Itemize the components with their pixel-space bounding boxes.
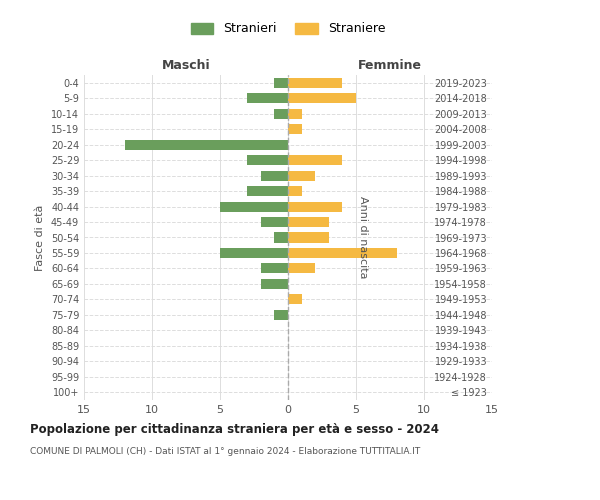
Y-axis label: Fasce di età: Fasce di età <box>35 204 45 270</box>
Text: Maschi: Maschi <box>161 59 211 72</box>
Bar <box>288 186 302 196</box>
Bar <box>288 108 302 118</box>
Bar <box>261 170 288 180</box>
Bar <box>274 108 288 118</box>
Legend: Stranieri, Straniere: Stranieri, Straniere <box>187 18 389 40</box>
Y-axis label: Anni di nascita: Anni di nascita <box>358 196 368 279</box>
Bar <box>288 93 356 103</box>
Bar <box>288 78 343 88</box>
Bar <box>247 93 288 103</box>
Bar <box>288 170 315 180</box>
Text: Femmine: Femmine <box>358 59 422 72</box>
Bar <box>261 279 288 289</box>
Bar <box>125 140 288 149</box>
Bar <box>220 202 288 211</box>
Text: Popolazione per cittadinanza straniera per età e sesso - 2024: Popolazione per cittadinanza straniera p… <box>30 422 439 436</box>
Bar <box>288 294 302 304</box>
Bar <box>220 248 288 258</box>
Bar <box>274 78 288 88</box>
Bar <box>288 217 329 227</box>
Bar <box>288 202 343 211</box>
Bar <box>288 124 302 134</box>
Bar <box>261 264 288 274</box>
Bar <box>274 310 288 320</box>
Bar <box>288 248 397 258</box>
Bar <box>274 232 288 242</box>
Text: COMUNE DI PALMOLI (CH) - Dati ISTAT al 1° gennaio 2024 - Elaborazione TUTTITALIA: COMUNE DI PALMOLI (CH) - Dati ISTAT al 1… <box>30 448 420 456</box>
Bar <box>247 155 288 165</box>
Bar <box>288 155 343 165</box>
Bar <box>288 264 315 274</box>
Bar <box>247 186 288 196</box>
Bar <box>261 217 288 227</box>
Bar <box>288 232 329 242</box>
